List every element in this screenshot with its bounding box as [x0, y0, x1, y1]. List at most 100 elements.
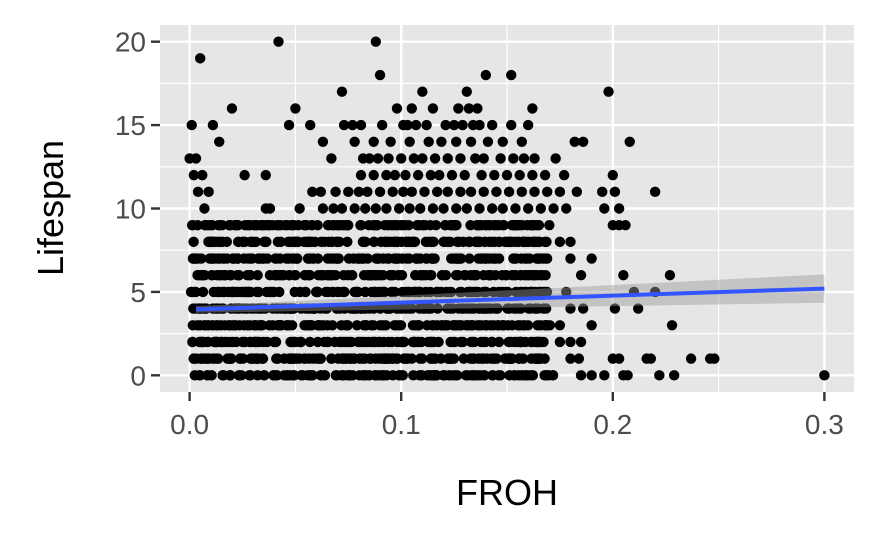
scatter-point [450, 370, 461, 381]
scatter-point [529, 186, 540, 198]
scatter-point [312, 286, 323, 298]
scatter-point [342, 236, 353, 248]
scatter-point [456, 286, 467, 298]
scatter-point [192, 186, 204, 198]
scatter-point [316, 370, 327, 381]
scatter-point [190, 153, 202, 164]
scatter-point [474, 119, 485, 131]
scatter-point [569, 136, 580, 147]
scatter-point [472, 103, 483, 114]
scatter-point [381, 203, 392, 214]
scatter-point [435, 353, 447, 364]
scatter-point [486, 203, 498, 214]
scatter-point [387, 353, 399, 364]
scatter-point [352, 336, 364, 348]
scatter-point [709, 353, 720, 364]
scatter-point [469, 336, 480, 348]
scatter-point [404, 286, 415, 298]
scatter-point [263, 219, 274, 231]
scatter-point [234, 320, 245, 331]
scatter-point [439, 370, 450, 381]
scatter-point [510, 203, 521, 214]
scatter-point [497, 136, 508, 147]
scatter-point [425, 286, 436, 298]
regression-line [195, 286, 825, 312]
scatter-point [313, 270, 324, 281]
scatter-point [463, 320, 475, 331]
scatter-point [493, 286, 504, 298]
scatter-point [372, 270, 384, 281]
scatter-point [322, 320, 333, 331]
x-axis-title: FROH [456, 472, 558, 513]
scatter-point [221, 336, 233, 348]
scatter-point [378, 353, 390, 364]
scatter-point [541, 236, 552, 248]
scatter-point [622, 370, 633, 381]
scatter-point [448, 119, 460, 131]
scatter-point [377, 370, 388, 381]
scatter-point [414, 303, 425, 314]
scatter-point [370, 203, 382, 214]
scatter-point [480, 286, 491, 298]
scatter-point [187, 336, 198, 348]
scatter-point [506, 119, 517, 131]
scatter-point [408, 236, 420, 248]
scatter-point [337, 336, 349, 348]
scatter-point [488, 320, 499, 331]
scatter-point [288, 336, 300, 348]
scatter-point [464, 303, 475, 314]
scatter-point [392, 236, 403, 248]
scatter-point [502, 320, 513, 331]
scatter-point [286, 320, 298, 331]
scatter-point [613, 203, 625, 214]
scatter-point [512, 219, 524, 231]
scatter-point [233, 236, 244, 248]
scatter-point [428, 353, 439, 364]
scatter-point [306, 320, 317, 331]
scatter-point [603, 86, 614, 97]
scatter-point [199, 203, 210, 214]
scatter-point [548, 203, 559, 214]
scatter-point [516, 336, 527, 348]
scatter-point [233, 270, 245, 281]
scatter-point [270, 370, 281, 381]
scatter-point [198, 320, 210, 331]
scatter-point [195, 353, 207, 364]
scatter-point [317, 136, 329, 147]
scatter-point [571, 186, 583, 198]
scatter-point [186, 119, 197, 131]
scatter-point [404, 203, 415, 214]
scatter-point [439, 236, 451, 248]
scatter-point [260, 169, 271, 181]
scatter-point [478, 153, 489, 164]
scatter-point [450, 270, 462, 281]
scatter-point [239, 219, 251, 231]
scatter-point [597, 186, 608, 198]
scatter-point [342, 320, 353, 331]
scatter-point [586, 253, 597, 264]
scatter-point [412, 169, 424, 181]
scatter-point [349, 286, 360, 298]
scatter-point [577, 136, 589, 147]
scatter-point [259, 370, 270, 381]
scatter-point [488, 219, 500, 231]
scatter-point [539, 169, 551, 181]
scatter-point [349, 203, 360, 214]
scatter-point [294, 203, 305, 214]
scatter-point [664, 270, 676, 281]
scatter-point [418, 270, 429, 281]
scatter-point [233, 370, 245, 381]
scatter-point [398, 186, 409, 198]
scatter-point [475, 370, 486, 381]
scatter-point [215, 236, 226, 248]
scatter-point [196, 253, 207, 264]
scatter-point [338, 119, 350, 131]
scatter-point [375, 286, 386, 298]
scatter-point [214, 136, 225, 147]
scatter-point [554, 236, 566, 248]
scatter-point [502, 303, 513, 314]
scatter-point [484, 270, 495, 281]
scatter-point [457, 119, 468, 131]
scatter-point [210, 336, 221, 348]
